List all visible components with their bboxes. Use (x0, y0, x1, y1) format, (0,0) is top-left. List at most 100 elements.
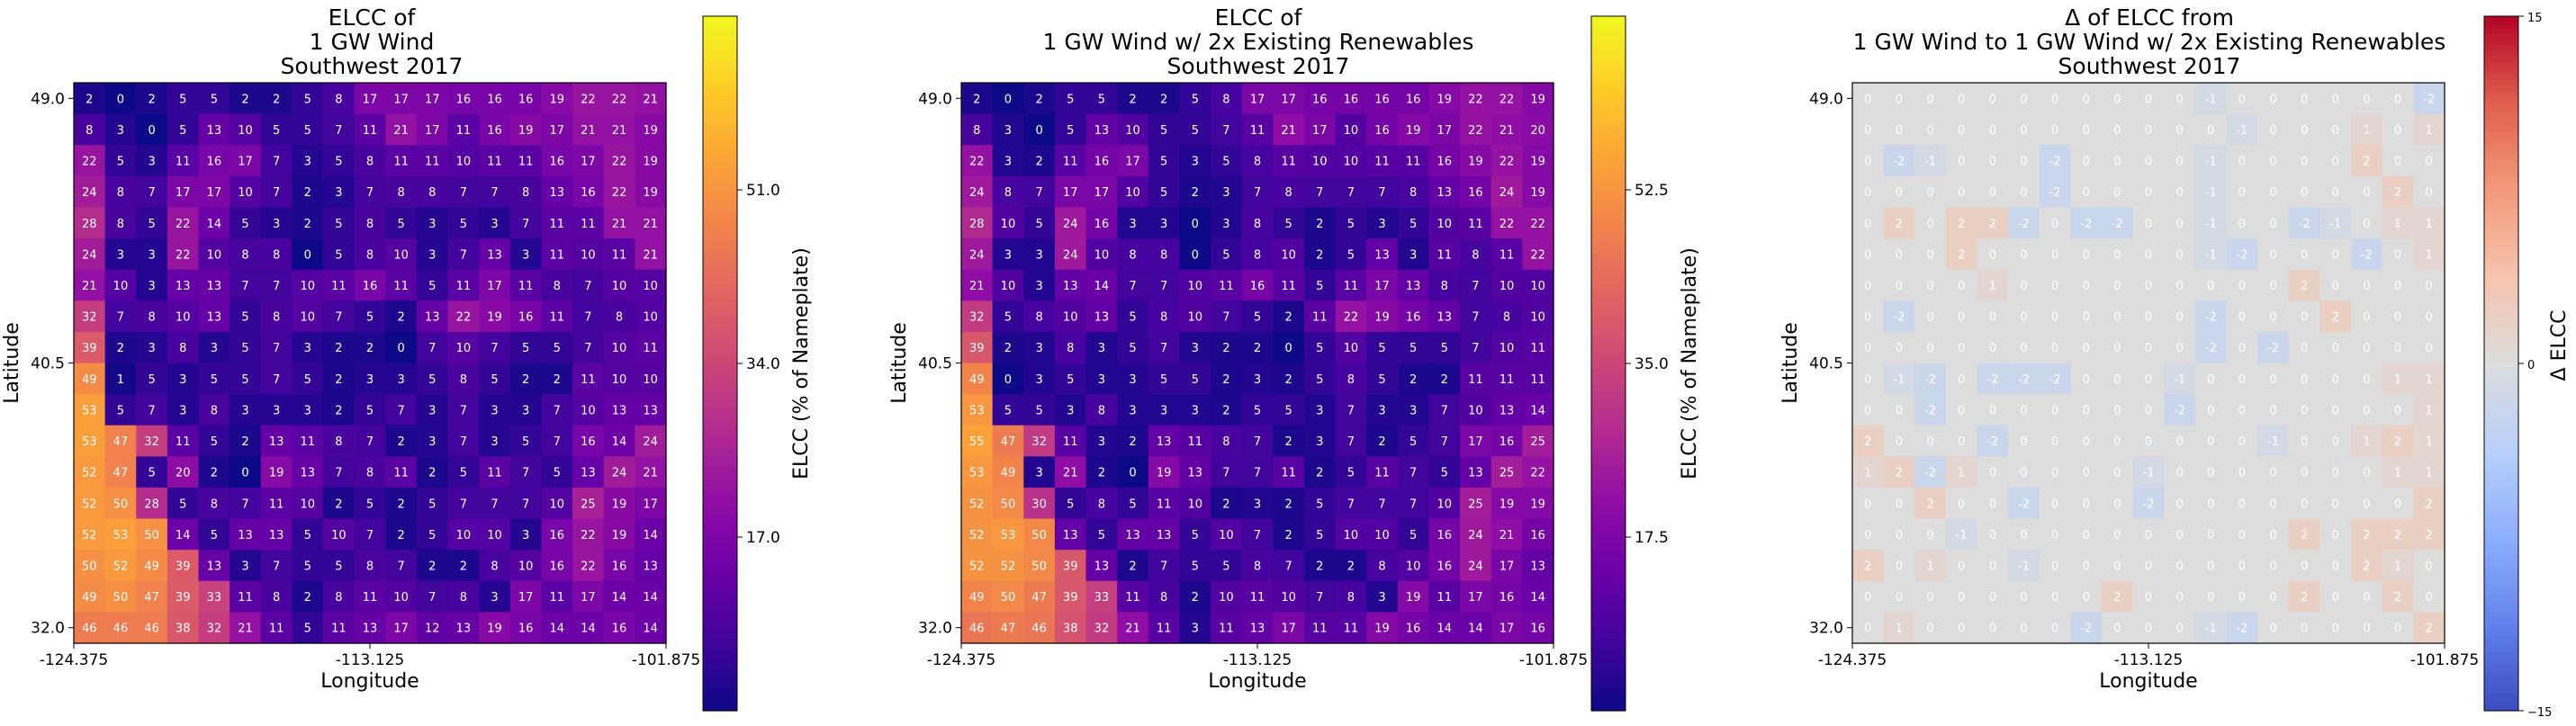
heatmap-cell (1883, 300, 1915, 333)
heatmap-cell (572, 269, 605, 301)
heatmap-cell (1023, 269, 1056, 301)
heatmap-cell (385, 331, 418, 364)
heatmap-cell (2257, 456, 2290, 488)
heatmap-cell (603, 145, 635, 177)
heatmap-cell (1883, 518, 1915, 551)
cell-value-label: 2 (1410, 373, 1417, 387)
heatmap-cell (635, 580, 667, 613)
colorbar-segment (703, 531, 737, 538)
cell-value-label: 2 (366, 342, 374, 355)
cell-value-label: 0 (1989, 404, 1996, 417)
cell-value-label: 21 (581, 124, 596, 138)
heatmap-cell (1428, 487, 1461, 520)
heatmap-cell (1852, 175, 1885, 209)
cell-value-label: 0 (2175, 529, 2183, 542)
heatmap-cell (2194, 394, 2228, 426)
cell-value-label: 0 (2020, 124, 2027, 138)
cell-value-label: 0 (1989, 156, 1996, 169)
cell-value-label: 7 (397, 404, 404, 417)
cell-value-label: 0 (1989, 623, 1996, 636)
heatmap-cell (961, 207, 994, 239)
heatmap-cell (2351, 113, 2383, 146)
heatmap-cell (479, 580, 511, 613)
heatmap-cell (1397, 238, 1430, 271)
colorbar-segment (703, 455, 737, 462)
heatmap-cell (447, 425, 480, 457)
colorbar-segment (1591, 230, 1626, 238)
cell-value-label: 0 (2301, 342, 2308, 355)
cell-value-label: 46 (969, 623, 985, 636)
colorbar-segment (2484, 114, 2518, 121)
heatmap-cell (260, 331, 293, 364)
heatmap-cell (1914, 175, 1947, 209)
heatmap-cell (961, 518, 994, 551)
heatmap-cell (292, 207, 324, 239)
colorbar-segment (2484, 357, 2518, 364)
cell-value-label: 0 (1864, 529, 1871, 542)
cell-value-label: 49 (1001, 467, 1016, 480)
cell-value-label: 0 (2301, 623, 2308, 636)
colorbar-segment (703, 699, 737, 706)
heatmap-cell (572, 456, 605, 488)
chart-title-line: ELCC of (1215, 4, 1303, 31)
heatmap-cell (2039, 300, 2072, 333)
heatmap-cell (572, 394, 605, 426)
heatmap-cell (74, 394, 106, 426)
heatmap-cell (1117, 300, 1149, 333)
cell-value-label: 13 (612, 404, 627, 417)
cell-value-label: 7 (491, 497, 498, 511)
cell-value-label: 0 (2175, 342, 2183, 355)
heatmap-cell (1273, 145, 1305, 177)
cell-value-label: 10 (1374, 529, 1390, 542)
cell-value-label: 22 (1500, 218, 1515, 231)
heatmap-cell (323, 487, 356, 520)
cell-value-label: 0 (1035, 124, 1042, 138)
cell-value-label: 2 (1316, 248, 1323, 262)
heatmap-cell (2382, 456, 2414, 488)
heatmap-cell (416, 394, 449, 426)
cell-value-label: 8 (1347, 591, 1355, 605)
cell-value-label: 52 (113, 560, 129, 573)
cell-value-label: 8 (1160, 591, 1167, 605)
cell-value-label: 7 (584, 311, 591, 325)
heatmap-cell (541, 487, 573, 520)
heatmap-cell (167, 113, 200, 146)
heatmap-cell (74, 207, 106, 239)
heatmap-cell (1460, 456, 1492, 488)
heatmap-cell (1179, 456, 1211, 488)
heatmap-cell (2319, 145, 2352, 177)
colorbar-segment (2484, 381, 2518, 388)
colorbar-segment (703, 97, 737, 104)
cell-value-label: 0 (397, 342, 404, 355)
cell-value-label: 0 (2145, 404, 2152, 417)
heatmap-cell (447, 83, 480, 115)
colorbar-segment (2484, 207, 2518, 214)
colorbar-segment (2484, 322, 2518, 329)
colorbar-segment (703, 334, 737, 341)
cell-value-label: 10 (1530, 311, 1545, 325)
heatmap-cell (1241, 518, 1274, 551)
heatmap-cell (1335, 518, 1367, 551)
heatmap-cell (2194, 331, 2228, 364)
heatmap-cell (230, 175, 262, 209)
heatmap-cell (2382, 113, 2414, 146)
heatmap-cell (1303, 175, 1337, 209)
colorbar-segment (1591, 693, 1626, 700)
heatmap-cell (1148, 300, 1181, 333)
colorbar-segment (703, 62, 737, 69)
heatmap-cell (2288, 145, 2321, 177)
colorbar-tick-label: −15 (2527, 706, 2552, 720)
heatmap-cell (2257, 269, 2290, 301)
heatmap-cell (1085, 113, 1118, 146)
cell-value-label: 16 (518, 93, 534, 106)
cell-value-label: 2 (397, 435, 404, 449)
heatmap-cell (1117, 487, 1149, 520)
cell-value-label: 7 (1254, 186, 1261, 200)
colorbar-segment (1591, 623, 1626, 631)
cell-value-label: 47 (1001, 623, 1016, 636)
heatmap-cell (2351, 394, 2383, 426)
colorbar-segment (2484, 560, 2518, 567)
cell-value-label: 21 (643, 467, 658, 480)
heatmap-cell (2132, 175, 2165, 209)
